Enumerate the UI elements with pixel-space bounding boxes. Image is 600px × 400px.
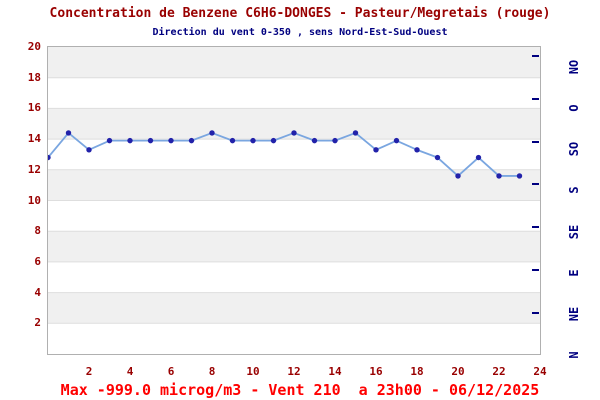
plot-band <box>48 261 540 293</box>
y-axis-label: 14 <box>27 132 41 146</box>
data-point <box>147 137 154 144</box>
data-point <box>106 137 113 144</box>
data-point <box>48 154 51 161</box>
y-axis-label: 6 <box>34 254 41 268</box>
data-point <box>250 137 256 144</box>
plot-area <box>47 46 541 355</box>
wind-axis-tick <box>532 226 539 229</box>
x-axis-label: 6 <box>167 365 175 378</box>
data-point <box>434 154 441 161</box>
x-axis-label: 10 <box>246 365 260 378</box>
data-point <box>455 173 461 179</box>
chart-title: Concentration de Benzene C6H6-DONGES - P… <box>49 6 551 21</box>
wind-axis-tick <box>532 183 539 186</box>
data-point <box>291 130 297 136</box>
x-axis-label: 24 <box>533 365 547 378</box>
x-axis-label: 22 <box>492 365 506 378</box>
data-point <box>414 147 420 153</box>
wind-axis-tick <box>532 55 539 57</box>
plot-band <box>48 47 540 78</box>
wind-axis-tick <box>532 311 539 314</box>
data-point <box>496 173 502 179</box>
x-axis-label: 18 <box>410 365 424 378</box>
data-point <box>352 130 359 136</box>
wind-direction-label: NE <box>567 306 581 322</box>
wind-direction-label: SE <box>567 224 581 239</box>
data-point <box>229 137 236 144</box>
wind-direction-label: S <box>567 186 581 195</box>
x-axis-label: 2 <box>85 365 93 378</box>
data-point <box>332 137 338 144</box>
data-point <box>270 137 277 144</box>
plot-band <box>48 292 540 324</box>
wind-direction-label: SO <box>567 142 581 157</box>
x-axis-label: 20 <box>451 365 465 378</box>
plot-band <box>48 231 540 262</box>
plot-band <box>48 200 540 232</box>
x-axis-label: 14 <box>328 365 342 378</box>
wind-direction-label: E <box>567 269 581 277</box>
x-axis-label: 12 <box>287 365 301 378</box>
wind-direction-label: O <box>567 104 581 112</box>
footer-status-line: Max -999.0 microg/m3 - Vent 210 a 23h00 … <box>60 381 540 399</box>
x-axis-label: 8 <box>208 365 216 378</box>
y-axis-label: 12 <box>27 162 41 176</box>
y-axis-label: 10 <box>27 193 41 207</box>
plot-band <box>48 323 540 354</box>
wind-direction-label: N <box>567 351 581 359</box>
plot-band <box>48 169 540 201</box>
data-point <box>209 130 215 136</box>
y-axis-label: 2 <box>34 316 41 330</box>
data-point <box>168 137 174 144</box>
data-point <box>475 154 482 161</box>
wind-axis-tick <box>532 269 539 271</box>
data-line <box>48 132 520 177</box>
chart-subtitle: Direction du vent 0-350 , sens Nord-Est-… <box>152 27 448 38</box>
data-point <box>311 137 318 144</box>
data-point <box>65 130 72 136</box>
y-axis-label: 18 <box>27 70 41 84</box>
plot-band <box>48 77 540 109</box>
y-axis-label: 4 <box>34 285 41 299</box>
wind-axis-tick <box>532 97 539 100</box>
data-point <box>127 137 133 144</box>
data-point <box>86 147 92 153</box>
y-axis-label: 20 <box>27 40 41 53</box>
data-point <box>516 173 523 179</box>
x-axis-label: 4 <box>126 365 134 378</box>
y-axis-label: 16 <box>27 101 41 115</box>
wind-axis-tick <box>532 140 539 143</box>
y-axis-label: 8 <box>34 224 41 238</box>
data-point <box>188 137 195 144</box>
x-axis-label: 16 <box>369 365 383 378</box>
plot-band <box>48 139 540 170</box>
plot-svg <box>48 47 540 354</box>
data-point <box>393 137 400 144</box>
data-point <box>373 147 379 153</box>
wind-direction-label: NO <box>567 59 581 75</box>
